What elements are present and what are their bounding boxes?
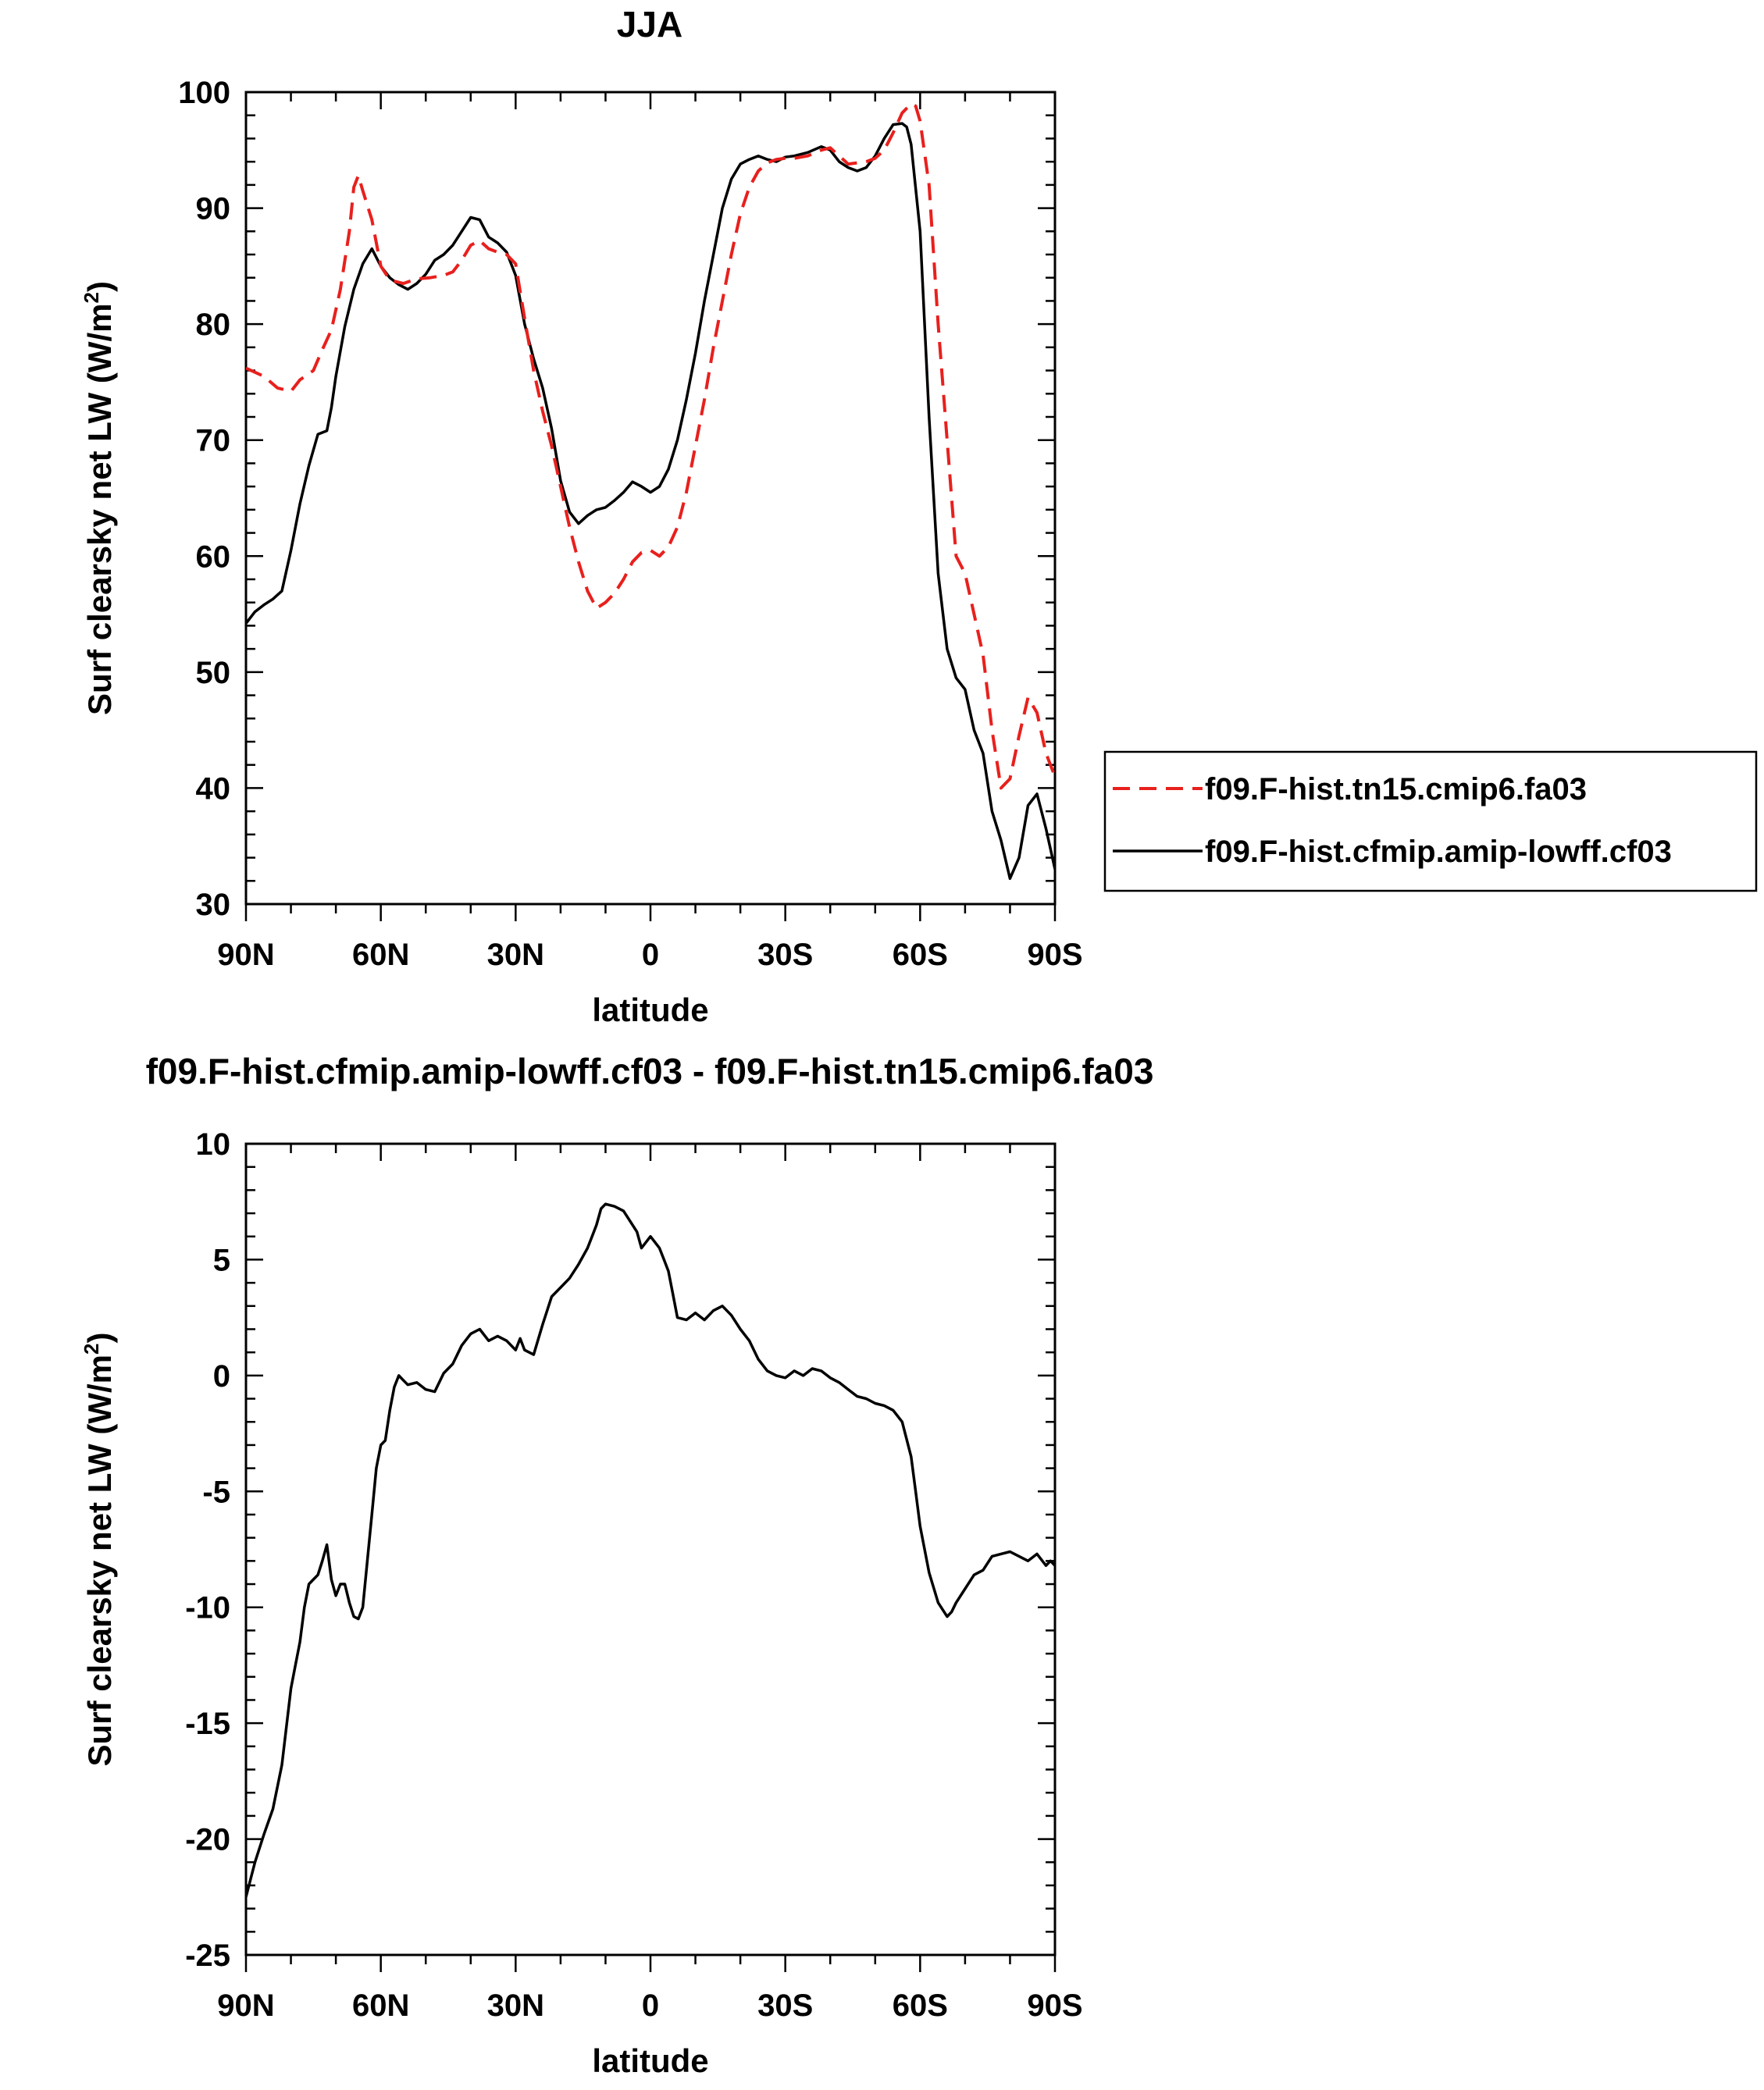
top-yaxis-title-sup: 2: [80, 292, 103, 303]
bottom-xtick-label: 30S: [757, 1989, 813, 2023]
top-chart-title: JJA: [617, 4, 682, 45]
legend-label-series-1: f09.F-hist.tn15.cmip6.fa03: [1205, 772, 1587, 806]
bottom-yaxis-title-sup: 2: [80, 1344, 103, 1355]
top-ytick-label: 90: [196, 192, 231, 226]
top-ytick-label: 80: [196, 308, 231, 342]
bottom-xtick-label: 90N: [217, 1989, 274, 2023]
bottom-ytick-label: 5: [213, 1243, 230, 1277]
bottom-yaxis-title-main: Surf clearsky net LW (W/m: [81, 1355, 118, 1766]
top-xtick-label: 0: [642, 938, 659, 972]
top-series-line-1: [246, 101, 1055, 790]
top-yaxis-title-main: Surf clearsky net LW (W/m: [81, 304, 118, 715]
top-xtick-label: 90N: [217, 938, 274, 972]
bottom-ytick-label: -25: [185, 1939, 230, 1973]
bottom-chart: -25 -20 -15 -10 -5 0 5 10 90N 60N 30N 0 30S 60S 90S lat…: [80, 1127, 1083, 2079]
top-ytick-label: 70: [196, 424, 231, 458]
bottom-ytick-label: 0: [213, 1359, 230, 1394]
bottom-xtick-label: 0: [642, 1989, 659, 2023]
bottom-ytick-label: -5: [202, 1475, 230, 1509]
top-xtick-label: 60N: [352, 938, 409, 972]
bottom-yaxis-title-end: ): [81, 1333, 118, 1344]
top-series-line-2: [246, 122, 1055, 881]
bottom-ytick-label: 10: [196, 1127, 231, 1162]
bottom-ytick-label: -15: [185, 1707, 230, 1741]
top-ytick-label: 50: [196, 656, 231, 690]
bottom-yaxis-title: Surf clearsky net LW (W/m2): [80, 1333, 118, 1767]
top-xtick-label: 30N: [487, 938, 544, 972]
top-ytick-label: 40: [196, 771, 231, 806]
bottom-series-line-1: [246, 1202, 1055, 1898]
bottom-chart-title: f09.F-hist.cfmip.amip-lowff.cf03 - f09.F…: [146, 1051, 1154, 1091]
top-chart: 30 40 50 60 70 80 90 100 90N 60N 30N 0 30S 60S 90S lati…: [80, 76, 1083, 1028]
top-xtick-label: 60S: [893, 938, 948, 972]
bottom-ytick-label: -10: [185, 1591, 230, 1625]
top-ytick-label: 30: [196, 888, 231, 922]
bottom-xtick-label: 60S: [893, 1989, 948, 2023]
bottom-xaxis-title: latitude: [592, 2042, 708, 2079]
top-xaxis-title: latitude: [592, 992, 708, 1028]
top-yaxis-title-end: ): [81, 281, 118, 292]
bottom-xtick-label: 30N: [487, 1989, 544, 2023]
legend: f09.F-hist.tn15.cmip6.fa03 f09.F-hist.cf…: [1103, 750, 1758, 892]
top-ytick-label: 100: [178, 76, 230, 110]
top-xtick-label: 90S: [1027, 938, 1082, 972]
top-yaxis-title: Surf clearsky net LW (W/m2): [80, 281, 118, 715]
bottom-xtick-label: 60N: [352, 1989, 409, 2023]
top-ytick-label: 60: [196, 539, 231, 574]
bottom-ytick-label: -20: [185, 1823, 230, 1857]
bottom-xtick-label: 90S: [1027, 1989, 1082, 2023]
legend-label-series-2: f09.F-hist.cfmip.amip-lowff.cf03: [1205, 835, 1672, 869]
legend-box: [1103, 750, 1758, 892]
top-xtick-label: 30S: [757, 938, 813, 972]
